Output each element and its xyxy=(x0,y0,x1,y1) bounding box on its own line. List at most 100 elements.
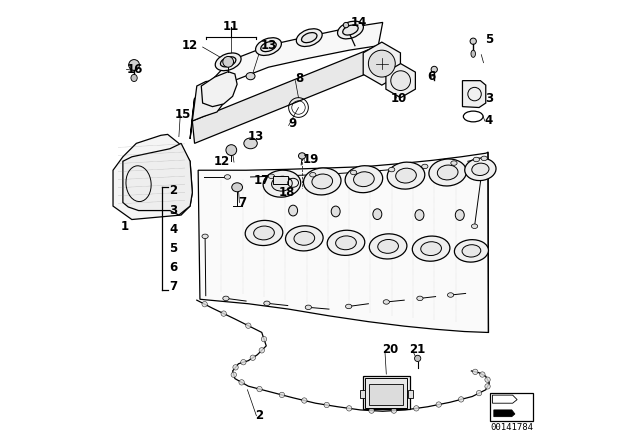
Ellipse shape xyxy=(246,73,255,80)
Ellipse shape xyxy=(264,301,270,306)
Polygon shape xyxy=(192,22,383,121)
Polygon shape xyxy=(463,81,486,108)
Text: 5: 5 xyxy=(169,242,177,255)
Ellipse shape xyxy=(387,162,425,189)
Ellipse shape xyxy=(239,380,244,385)
Ellipse shape xyxy=(415,210,424,220)
Ellipse shape xyxy=(253,226,275,240)
Polygon shape xyxy=(192,81,224,121)
Ellipse shape xyxy=(472,163,489,176)
Ellipse shape xyxy=(353,172,374,187)
Text: 13: 13 xyxy=(261,39,277,52)
Ellipse shape xyxy=(303,168,341,195)
Ellipse shape xyxy=(345,166,383,193)
Ellipse shape xyxy=(131,74,137,82)
Text: 4: 4 xyxy=(169,223,177,236)
Ellipse shape xyxy=(223,56,234,67)
Ellipse shape xyxy=(335,236,356,250)
Ellipse shape xyxy=(220,57,236,67)
Ellipse shape xyxy=(437,165,458,180)
Ellipse shape xyxy=(369,234,407,259)
Ellipse shape xyxy=(422,164,428,168)
Ellipse shape xyxy=(261,336,267,342)
Ellipse shape xyxy=(279,392,285,398)
Text: 9: 9 xyxy=(289,116,297,130)
Bar xyxy=(365,378,408,408)
Ellipse shape xyxy=(447,293,454,297)
Polygon shape xyxy=(192,46,380,143)
Ellipse shape xyxy=(455,210,464,220)
Ellipse shape xyxy=(369,408,374,413)
Ellipse shape xyxy=(431,66,437,73)
Text: 5: 5 xyxy=(485,33,493,46)
Text: 20: 20 xyxy=(382,343,398,356)
Text: 2: 2 xyxy=(255,409,263,422)
Text: 15: 15 xyxy=(174,108,191,121)
Ellipse shape xyxy=(391,71,410,90)
Ellipse shape xyxy=(225,175,230,179)
Ellipse shape xyxy=(233,365,238,370)
Ellipse shape xyxy=(312,174,333,189)
Ellipse shape xyxy=(244,138,257,149)
Ellipse shape xyxy=(257,386,262,392)
Text: 13: 13 xyxy=(248,130,264,143)
Text: 1: 1 xyxy=(121,220,129,233)
Ellipse shape xyxy=(346,304,352,309)
Ellipse shape xyxy=(223,296,229,301)
Ellipse shape xyxy=(351,170,356,175)
Text: 17: 17 xyxy=(253,173,270,187)
Ellipse shape xyxy=(305,305,312,310)
Text: 18: 18 xyxy=(279,186,295,199)
Text: 6: 6 xyxy=(169,261,177,274)
Ellipse shape xyxy=(473,157,479,162)
Text: 12: 12 xyxy=(182,39,198,52)
Text: 00141784: 00141784 xyxy=(490,423,533,432)
Text: 16: 16 xyxy=(127,63,143,76)
Ellipse shape xyxy=(301,398,307,403)
Ellipse shape xyxy=(250,355,255,360)
Bar xyxy=(360,390,365,398)
Ellipse shape xyxy=(260,42,276,52)
Ellipse shape xyxy=(246,323,251,328)
Polygon shape xyxy=(364,42,401,85)
Text: 14: 14 xyxy=(351,16,367,29)
Ellipse shape xyxy=(485,383,490,389)
Text: 3: 3 xyxy=(169,203,177,216)
Bar xyxy=(369,384,403,405)
Ellipse shape xyxy=(481,156,487,160)
Ellipse shape xyxy=(383,300,389,304)
Polygon shape xyxy=(386,64,415,98)
Ellipse shape xyxy=(413,406,419,411)
Ellipse shape xyxy=(301,33,317,43)
Ellipse shape xyxy=(343,25,358,35)
Ellipse shape xyxy=(412,236,450,261)
Text: 10: 10 xyxy=(391,92,407,105)
Polygon shape xyxy=(273,176,288,184)
Ellipse shape xyxy=(289,205,298,216)
Ellipse shape xyxy=(420,242,442,255)
Ellipse shape xyxy=(294,232,315,245)
Text: 7: 7 xyxy=(169,280,177,293)
Ellipse shape xyxy=(296,29,322,47)
Text: 7: 7 xyxy=(239,196,246,209)
Ellipse shape xyxy=(429,159,467,186)
Ellipse shape xyxy=(263,170,301,197)
Ellipse shape xyxy=(241,359,246,365)
Ellipse shape xyxy=(337,21,364,39)
Ellipse shape xyxy=(202,302,207,307)
Ellipse shape xyxy=(472,369,478,375)
Ellipse shape xyxy=(259,348,264,353)
Ellipse shape xyxy=(378,240,399,253)
Text: 2: 2 xyxy=(169,184,177,198)
Ellipse shape xyxy=(231,372,236,377)
Ellipse shape xyxy=(215,53,241,71)
Ellipse shape xyxy=(465,158,496,181)
Ellipse shape xyxy=(470,38,476,44)
Ellipse shape xyxy=(202,234,208,238)
Bar xyxy=(408,390,413,398)
Text: 12: 12 xyxy=(214,155,230,168)
Ellipse shape xyxy=(310,172,316,177)
Polygon shape xyxy=(113,134,192,220)
Polygon shape xyxy=(202,72,237,107)
Ellipse shape xyxy=(458,397,464,402)
